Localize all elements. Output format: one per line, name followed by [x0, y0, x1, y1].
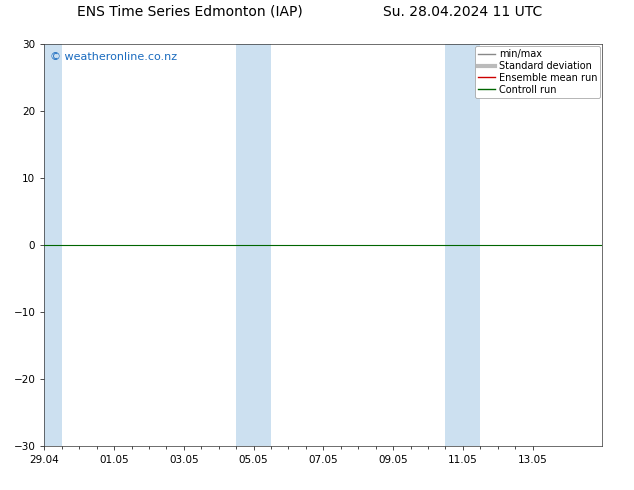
- Text: ENS Time Series Edmonton (IAP): ENS Time Series Edmonton (IAP): [77, 5, 303, 19]
- Text: Su. 28.04.2024 11 UTC: Su. 28.04.2024 11 UTC: [383, 5, 543, 19]
- Text: © weatheronline.co.nz: © weatheronline.co.nz: [50, 52, 177, 62]
- Bar: [44, 44, 61, 446]
- Bar: [445, 44, 481, 446]
- Legend: min/max, Standard deviation, Ensemble mean run, Controll run: min/max, Standard deviation, Ensemble me…: [475, 46, 600, 98]
- Bar: [236, 44, 271, 446]
